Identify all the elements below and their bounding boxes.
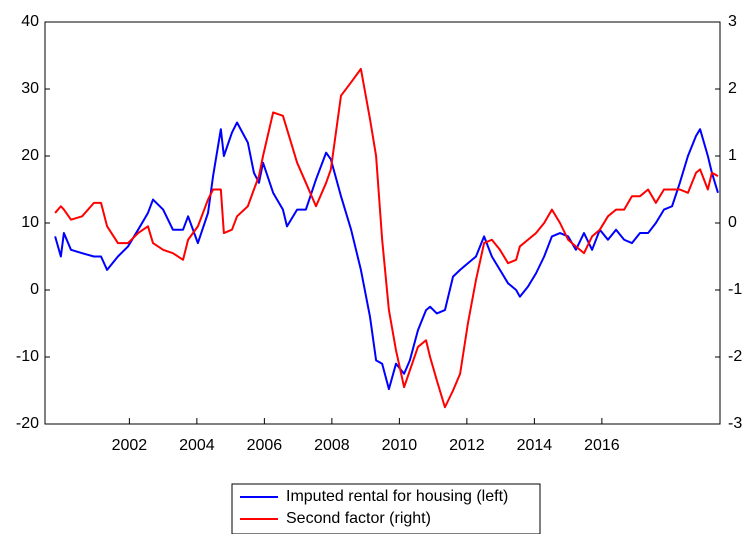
- x-tick-label: 2002: [112, 437, 148, 454]
- x-tick-label: 2010: [382, 437, 418, 454]
- y2-tick-label: 1: [728, 147, 737, 164]
- x-tick-label: 2004: [179, 437, 215, 454]
- y2-tick-label: 0: [728, 214, 737, 231]
- y-tick-label: -10: [16, 348, 39, 365]
- y2-tick-label: -2: [728, 348, 742, 365]
- y2-tick-label: -1: [728, 281, 742, 298]
- y-tick-label: 0: [30, 281, 39, 298]
- x-tick-label: 2008: [314, 437, 350, 454]
- y-tick-label: -20: [16, 415, 39, 432]
- x-tick-label: 2006: [247, 437, 283, 454]
- y2-tick-label: 2: [728, 80, 737, 97]
- legend-box: [231, 483, 541, 534]
- y-tick-label: 40: [21, 13, 39, 30]
- x-tick-label: 2012: [449, 437, 485, 454]
- y2-tick-label: 3: [728, 13, 737, 30]
- series-line: [54, 121, 719, 391]
- legend-label: Second factor (right): [286, 510, 431, 527]
- series-line: [54, 67, 719, 409]
- y-tick-label: 20: [21, 147, 39, 164]
- y-tick-label: 30: [21, 80, 39, 97]
- x-tick-label: 2014: [517, 437, 553, 454]
- legend-label: Imputed rental for housing (left): [286, 488, 508, 505]
- y-tick-label: 10: [21, 214, 39, 231]
- y2-tick-label: -3: [728, 415, 742, 432]
- x-tick-label: 2016: [584, 437, 620, 454]
